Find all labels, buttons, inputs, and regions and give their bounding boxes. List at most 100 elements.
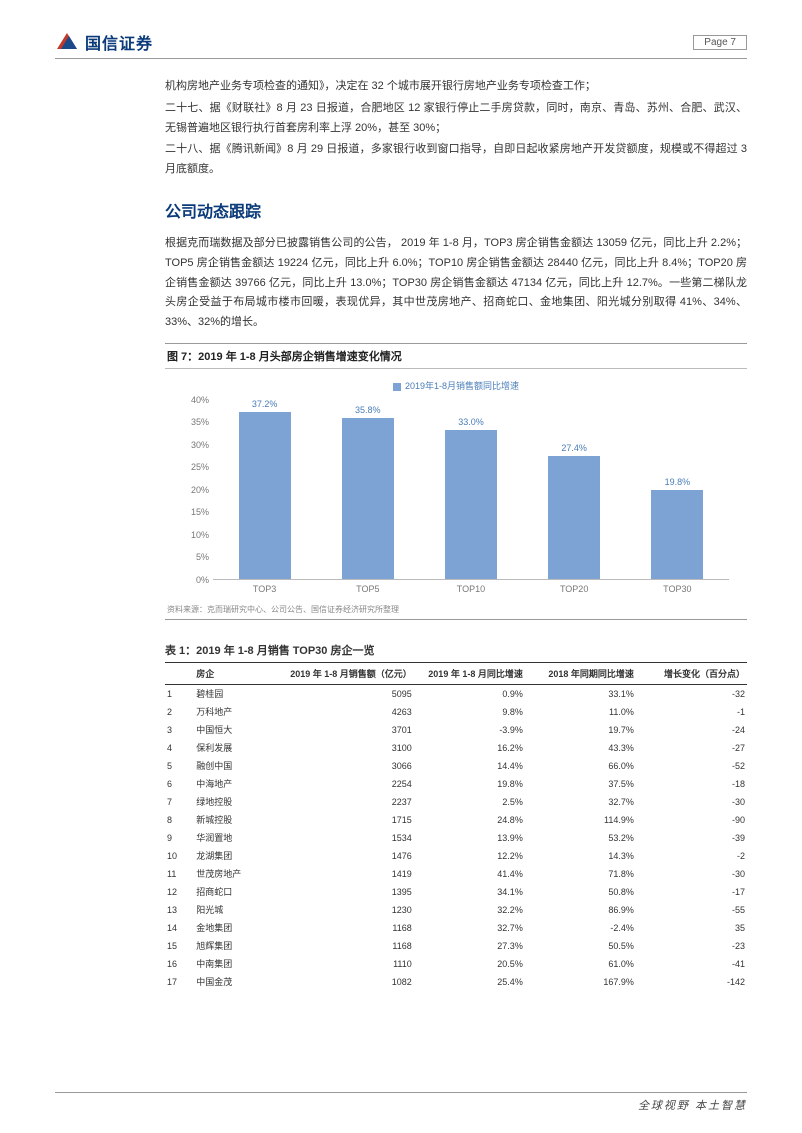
cell: 1395 bbox=[288, 883, 414, 901]
cell: 12 bbox=[165, 883, 194, 901]
cell: -23 bbox=[636, 937, 747, 955]
cell: 保利发展 bbox=[194, 739, 288, 757]
bar bbox=[651, 490, 703, 579]
cell: 旭辉集团 bbox=[194, 937, 288, 955]
cell: -2.4% bbox=[525, 919, 636, 937]
table-row: 5融创中国306614.4%66.0%-52 bbox=[165, 757, 747, 775]
legend-swatch bbox=[393, 383, 401, 391]
y-tick: 35% bbox=[179, 417, 209, 427]
table-header-row: 房企2019 年 1-8 月销售额（亿元）2019 年 1-8 月同比增速201… bbox=[165, 662, 747, 684]
cell: 中南集团 bbox=[194, 955, 288, 973]
table-row: 4保利发展310016.2%43.3%-27 bbox=[165, 739, 747, 757]
cell: 16 bbox=[165, 955, 194, 973]
logo-icon bbox=[55, 31, 79, 54]
chart-source: 资料来源：克而瑞研究中心、公司公告、国信证券经济研究所整理 bbox=[165, 600, 747, 620]
cell: -18 bbox=[636, 775, 747, 793]
cell: 9.8% bbox=[414, 703, 525, 721]
cell: 41.4% bbox=[414, 865, 525, 883]
cell: -1 bbox=[636, 703, 747, 721]
cell: 4263 bbox=[288, 703, 414, 721]
cell: -17 bbox=[636, 883, 747, 901]
cell: 86.9% bbox=[525, 901, 636, 919]
col-header: 增长变化（百分点） bbox=[636, 662, 747, 684]
x-labels: TOP3TOP5TOP10TOP20TOP30 bbox=[213, 580, 729, 594]
cell: 0.9% bbox=[414, 684, 525, 703]
cell: 1715 bbox=[288, 811, 414, 829]
cell: 114.9% bbox=[525, 811, 636, 829]
company-name: 国信证券 bbox=[85, 30, 153, 54]
cell: 6 bbox=[165, 775, 194, 793]
cell: 61.0% bbox=[525, 955, 636, 973]
cell: 中海地产 bbox=[194, 775, 288, 793]
chart-legend: 2019年1-8月销售额同比增速 bbox=[173, 379, 739, 392]
table-row: 2万科地产42639.8%11.0%-1 bbox=[165, 703, 747, 721]
cell: 19.8% bbox=[414, 775, 525, 793]
cell: 32.7% bbox=[525, 793, 636, 811]
bar bbox=[239, 412, 291, 579]
cell: -55 bbox=[636, 901, 747, 919]
x-label: TOP3 bbox=[218, 584, 311, 594]
cell: 14.4% bbox=[414, 757, 525, 775]
table-row: 10龙湖集团147612.2%14.3%-2 bbox=[165, 847, 747, 865]
page-number: Page 7 bbox=[693, 35, 747, 50]
y-tick: 10% bbox=[179, 530, 209, 540]
table-row: 14金地集团116832.7%-2.4%35 bbox=[165, 919, 747, 937]
y-tick: 5% bbox=[179, 552, 209, 562]
bar-value-label: 27.4% bbox=[561, 443, 587, 453]
table-row: 15旭辉集团116827.3%50.5%-23 bbox=[165, 937, 747, 955]
cell: 8 bbox=[165, 811, 194, 829]
y-tick: 0% bbox=[179, 575, 209, 585]
footer-slogan: 全球视野 本土智慧 bbox=[55, 1092, 747, 1113]
cell: 14 bbox=[165, 919, 194, 937]
cell: 50.5% bbox=[525, 937, 636, 955]
cell: 13.9% bbox=[414, 829, 525, 847]
y-tick: 30% bbox=[179, 440, 209, 450]
cell: 碧桂园 bbox=[194, 684, 288, 703]
bars-container: 37.2%35.8%33.0%27.4%19.8% bbox=[213, 400, 729, 579]
cell: 50.8% bbox=[525, 883, 636, 901]
cell: 14.3% bbox=[525, 847, 636, 865]
legend-label: 2019年1-8月销售额同比增速 bbox=[405, 381, 519, 391]
cell: 43.3% bbox=[525, 739, 636, 757]
table-row: 8新城控股171524.8%114.9%-90 bbox=[165, 811, 747, 829]
cell: -2 bbox=[636, 847, 747, 865]
cell: 2 bbox=[165, 703, 194, 721]
bar bbox=[548, 456, 600, 579]
table-title: 表 1：2019 年 1-8 月销售 TOP30 房企一览 bbox=[165, 638, 747, 662]
cell: 19.7% bbox=[525, 721, 636, 739]
cell: 3 bbox=[165, 721, 194, 739]
cell: 9 bbox=[165, 829, 194, 847]
x-label: TOP10 bbox=[425, 584, 518, 594]
bar-wrap: 19.8% bbox=[631, 477, 724, 579]
cell: 3100 bbox=[288, 739, 414, 757]
cell: 12.2% bbox=[414, 847, 525, 865]
cell: 24.8% bbox=[414, 811, 525, 829]
cell: 绿地控股 bbox=[194, 793, 288, 811]
cell: 17 bbox=[165, 973, 194, 991]
bar-wrap: 37.2% bbox=[218, 399, 311, 579]
cell: -24 bbox=[636, 721, 747, 739]
figure-title: 图 7：2019 年 1-8 月头部房企销售增速变化情况 bbox=[165, 343, 747, 369]
cell: 1110 bbox=[288, 955, 414, 973]
cell: 16.2% bbox=[414, 739, 525, 757]
bar-value-label: 35.8% bbox=[355, 405, 381, 415]
cell: -41 bbox=[636, 955, 747, 973]
cell: 37.5% bbox=[525, 775, 636, 793]
cell: 1168 bbox=[288, 919, 414, 937]
cell: 13 bbox=[165, 901, 194, 919]
cell: 2.5% bbox=[414, 793, 525, 811]
cell: -3.9% bbox=[414, 721, 525, 739]
cell: 2237 bbox=[288, 793, 414, 811]
cell: 32.2% bbox=[414, 901, 525, 919]
col-header: 2018 年同期同比增速 bbox=[525, 662, 636, 684]
cell: 11 bbox=[165, 865, 194, 883]
cell: 世茂房地产 bbox=[194, 865, 288, 883]
cell: 33.1% bbox=[525, 684, 636, 703]
table-row: 9华润置地153413.9%53.2%-39 bbox=[165, 829, 747, 847]
cell: 融创中国 bbox=[194, 757, 288, 775]
x-label: TOP5 bbox=[321, 584, 414, 594]
cell: 10 bbox=[165, 847, 194, 865]
col-header: 2019 年 1-8 月销售额（亿元） bbox=[288, 662, 414, 684]
bar-wrap: 35.8% bbox=[321, 405, 414, 579]
table-row: 17中国金茂108225.4%167.9%-142 bbox=[165, 973, 747, 991]
